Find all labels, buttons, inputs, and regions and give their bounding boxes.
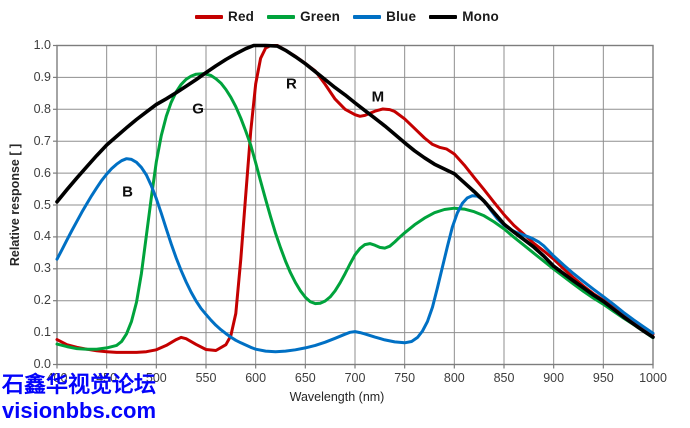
y-tick-label: 1.0 <box>33 38 51 52</box>
y-tick-label: 0.7 <box>33 133 51 148</box>
watermark: 石鑫华视觉论坛 visionbbs.com <box>2 372 156 424</box>
curve-label-green: G <box>192 100 204 118</box>
plot-frame <box>56 44 654 366</box>
x-tick-label: 800 <box>443 371 465 385</box>
x-tick-label: 750 <box>394 371 416 385</box>
legend-label-mono: Mono <box>462 9 499 24</box>
x-tick-label: 550 <box>195 371 217 385</box>
watermark-line2: visionbbs.com <box>2 397 157 423</box>
x-tick-label: 600 <box>245 371 267 385</box>
curve-label-blue: B <box>122 183 133 201</box>
legend-label-green: Green <box>300 9 341 24</box>
x-tick-label: 400 <box>46 371 68 385</box>
y-tick-label: 0.5 <box>33 197 51 212</box>
x-tick-label: 500 <box>145 371 167 385</box>
y-tick-label: 0.6 <box>33 165 51 180</box>
x-axis-title: Wavelength (nm) <box>289 390 385 404</box>
curve-label-red: R <box>286 75 297 93</box>
y-tick-label: 0.2 <box>33 293 51 308</box>
x-tick-label: 850 <box>493 371 515 385</box>
x-tick-label: 700 <box>344 371 366 385</box>
y-tick-label: 0.8 <box>33 101 51 116</box>
legend-item-green: Green <box>267 9 340 24</box>
x-tick-label: 950 <box>592 371 614 385</box>
legend-swatch-mono-icon <box>429 14 458 19</box>
curve-label-mono: M <box>371 88 385 106</box>
legend-swatch-blue-icon <box>353 14 382 19</box>
y-tick-label: 0.1 <box>33 325 51 340</box>
mono-response-curve <box>55 43 655 339</box>
y-tick-label: 0.4 <box>33 229 51 244</box>
legend-label-blue: Blue <box>386 9 417 24</box>
legend-item-red: Red <box>195 9 254 24</box>
blue-response-curve <box>55 157 655 354</box>
x-tick-label: 1000 <box>639 371 667 385</box>
legend-label-red: Red <box>228 9 255 24</box>
y-tick-label: 0.0 <box>33 357 51 371</box>
green-response-curve <box>55 72 655 351</box>
legend-swatch-green-icon <box>267 14 296 19</box>
watermark-line1: 石鑫华视觉论坛 <box>2 372 157 397</box>
legend-item-blue: Blue <box>353 9 416 24</box>
y-tick-label: 0.3 <box>33 261 51 276</box>
red-response-curve <box>55 44 655 354</box>
x-tick-label: 650 <box>294 371 316 385</box>
x-tick-label: 450 <box>96 371 118 385</box>
legend: Red Green Blue Mono <box>195 9 499 24</box>
x-tick-label: 900 <box>543 371 565 385</box>
legend-item-mono: Mono <box>429 9 499 24</box>
y-tick-label: 0.9 <box>33 69 51 84</box>
legend-swatch-red-icon <box>195 14 223 19</box>
